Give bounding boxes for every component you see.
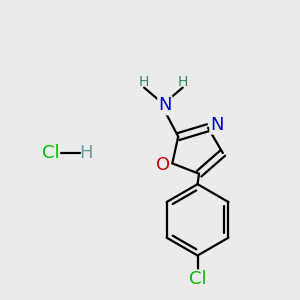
Text: N: N	[158, 96, 172, 114]
Text: Cl: Cl	[42, 144, 59, 162]
Text: N: N	[210, 116, 224, 134]
Text: Cl: Cl	[189, 270, 206, 288]
Text: O: O	[156, 156, 170, 174]
Text: H: H	[79, 144, 93, 162]
Text: H: H	[139, 75, 149, 89]
Text: H: H	[178, 75, 188, 89]
